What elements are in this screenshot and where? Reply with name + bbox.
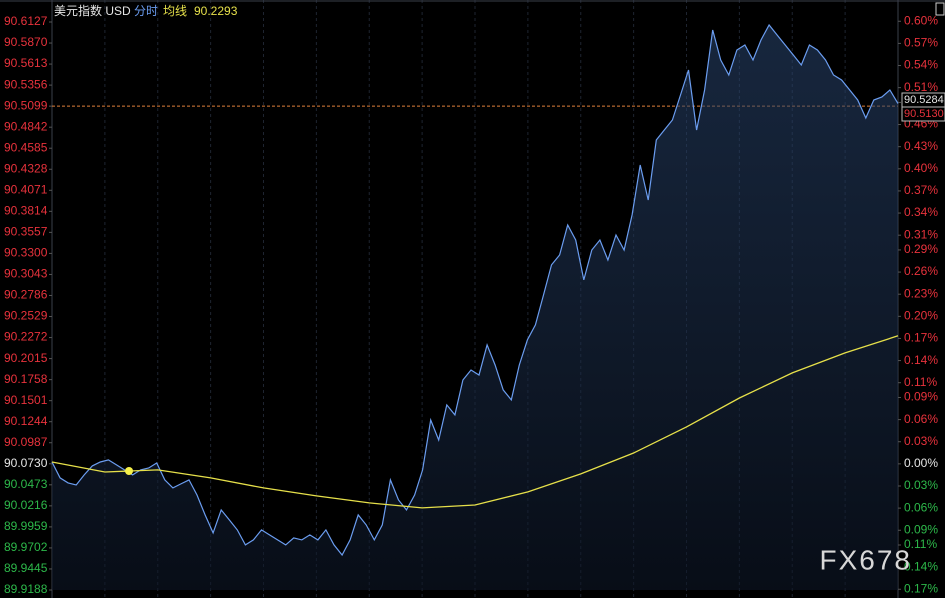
- y2-tick-label: 0.51%: [904, 80, 938, 94]
- y2-tick-label: 0.00%: [904, 456, 938, 470]
- y2-tick-label: 0.29%: [904, 242, 938, 256]
- y2-tick-label: 0.09%: [904, 522, 938, 536]
- y-tick-label: 90.0473: [4, 477, 48, 491]
- y2-tick-label: 0.57%: [904, 36, 938, 50]
- price-tag: 90.5130: [904, 108, 944, 120]
- y2-tick-label: 0.26%: [904, 264, 938, 278]
- y-tick-label: 90.3814: [4, 204, 48, 218]
- price-tag: 90.5284: [904, 94, 944, 106]
- y-tick-label: 90.0730: [4, 456, 48, 470]
- y-tick-label: 90.5356: [4, 77, 48, 91]
- y-tick-label: 90.2015: [4, 351, 48, 365]
- y2-tick-label: 0.31%: [904, 227, 938, 241]
- y-tick-label: 90.2529: [4, 309, 48, 323]
- y-tick-label: 90.3300: [4, 246, 48, 260]
- y-tick-label: 90.1758: [4, 372, 48, 386]
- y-tick-label: 90.2786: [4, 288, 48, 302]
- y-tick-label: 90.4071: [4, 182, 48, 196]
- y2-tick-label: 0.23%: [904, 286, 938, 300]
- y2-tick-label: 0.06%: [904, 412, 938, 426]
- y-tick-label: 90.4585: [4, 140, 48, 154]
- y2-tick-label: 0.14%: [904, 353, 938, 367]
- y-tick-label: 90.2272: [4, 330, 48, 344]
- y2-tick-label: 0.03%: [904, 434, 938, 448]
- y2-tick-label: 0.34%: [904, 205, 938, 219]
- legend-label: 均线: [163, 4, 187, 18]
- price-tag-box: [901, 106, 945, 122]
- legend-label: 分时: [134, 4, 158, 18]
- y2-tick-label: 0.06%: [904, 500, 938, 514]
- cursor-dot: [125, 467, 133, 475]
- y2-tick-label: 0.40%: [904, 161, 938, 175]
- y-tick-label: 90.1244: [4, 414, 48, 428]
- y2-tick-label: 0.11%: [904, 375, 937, 389]
- chart-title: 美元指数 USD: [54, 3, 131, 18]
- y-tick-label: 90.3557: [4, 225, 48, 239]
- series-line: [51, 23, 899, 557]
- legend-value: 90.2293: [194, 4, 238, 18]
- series-line: [51, 335, 899, 509]
- y2-tick-label: 0.14%: [904, 559, 938, 573]
- y2-tick-label: 0.17%: [904, 581, 938, 595]
- y2-tick-label: 0.11%: [904, 537, 937, 551]
- y2-tick-label: 0.17%: [904, 331, 938, 345]
- y-tick-label: 90.4328: [4, 161, 48, 175]
- y2-tick-label: 0.09%: [904, 390, 938, 404]
- y-tick-label: 89.9959: [4, 519, 48, 533]
- y-tick-label: 90.1501: [4, 393, 48, 407]
- corner-button[interactable]: [935, 2, 945, 16]
- y2-tick-label: 0.60%: [904, 13, 938, 27]
- price-area: [52, 25, 898, 590]
- y2-tick-label: 0.20%: [904, 308, 938, 322]
- y-tick-label: 90.3043: [4, 267, 48, 281]
- watermark: FX678: [820, 544, 913, 575]
- y-tick-label: 89.9702: [4, 540, 48, 554]
- y2-tick-label: 0.03%: [904, 478, 938, 492]
- y-tick-label: 89.9188: [4, 582, 48, 596]
- y-tick-label: 90.5870: [4, 35, 48, 49]
- y-tick-label: 90.0987: [4, 435, 48, 449]
- y-tick-label: 90.0216: [4, 498, 48, 512]
- y2-tick-label: 0.37%: [904, 183, 938, 197]
- y-tick-label: 89.9445: [4, 561, 48, 575]
- y-tick-label: 90.5099: [4, 98, 48, 112]
- y-tick-label: 90.5613: [4, 56, 48, 70]
- y2-tick-label: 0.54%: [904, 58, 938, 72]
- y2-tick-label: 0.43%: [904, 139, 938, 153]
- y-tick-label: 90.6127: [4, 14, 48, 28]
- y-tick-label: 90.4842: [4, 119, 48, 133]
